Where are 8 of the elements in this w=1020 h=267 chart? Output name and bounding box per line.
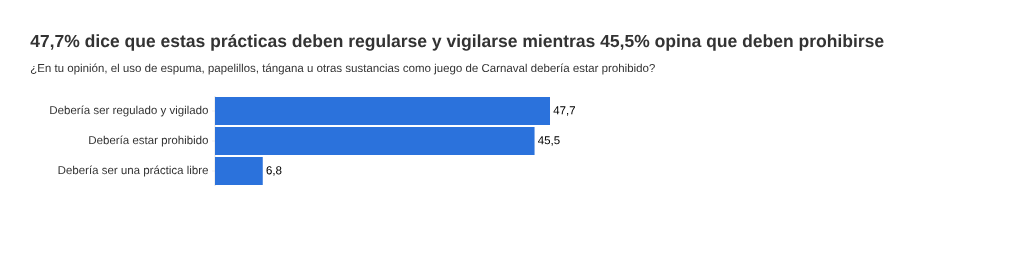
data-label: 45,5 bbox=[538, 136, 560, 146]
chart-title: 47,7% dice que estas prácticas deben regularse y vigilarse mientras 45,5% opina que deben prohibirse bbox=[30, 34, 884, 51]
chart-subtitle: ¿En tu opinión, el uso de espuma, papelillos, tángana u otras sustancias como juego de Carnaval debería estar prohibido? bbox=[30, 63, 655, 75]
y-tick-label: Debería estar prohibido bbox=[89, 135, 208, 147]
y-tick-label: Debería ser una práctica libre bbox=[58, 165, 208, 177]
data-label: 6,8 bbox=[266, 166, 282, 176]
data-label: 47,7 bbox=[553, 106, 575, 116]
y-tick-label: Debería ser regulado y vigilado bbox=[50, 105, 208, 117]
